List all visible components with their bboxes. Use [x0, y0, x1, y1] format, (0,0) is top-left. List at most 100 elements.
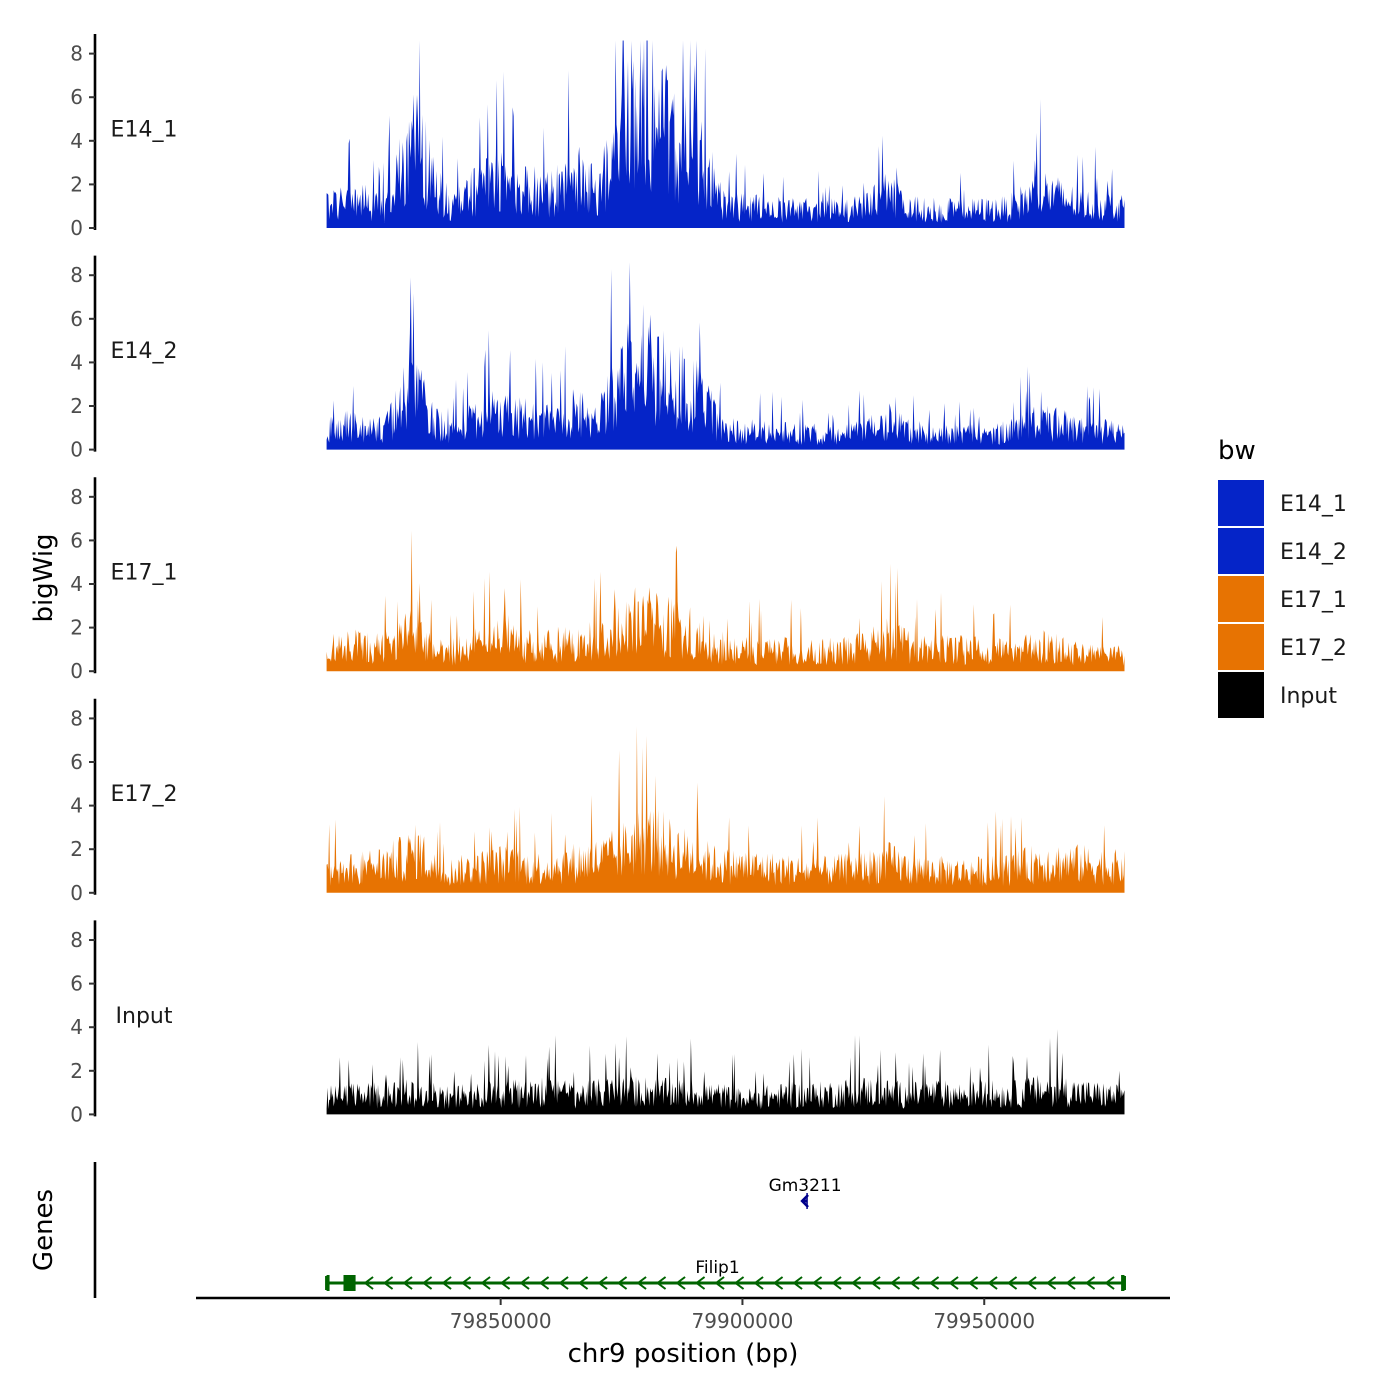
- y-tick-label: 6: [70, 307, 83, 331]
- y-tick-label: 2: [70, 1059, 83, 1083]
- strand-arrow: [889, 1276, 901, 1290]
- strand-arrow: [1104, 1276, 1115, 1290]
- strand-arrow: [421, 1276, 433, 1290]
- genes-axis-title: Genes: [29, 1189, 59, 1271]
- y-axis-title: bigWig: [29, 533, 59, 622]
- y-tick-label: 2: [70, 837, 83, 861]
- exon: [343, 1275, 356, 1291]
- strand-arrow: [616, 1276, 628, 1290]
- y-tick-label: 6: [70, 85, 83, 109]
- y-tick-label: 0: [70, 881, 83, 905]
- strand-arrow: [675, 1276, 686, 1290]
- track-label: E14_1: [111, 117, 178, 142]
- y-tick-label: 8: [70, 42, 83, 66]
- legend-label: E17_2: [1280, 636, 1347, 661]
- strand-arrow: [538, 1276, 550, 1290]
- strand-arrow: [460, 1276, 472, 1290]
- legend-swatch: [1218, 624, 1264, 670]
- y-tick-label: 8: [70, 706, 83, 730]
- strand-arrow: [480, 1276, 491, 1290]
- y-tick-label: 2: [70, 172, 83, 196]
- strand-arrow: [1045, 1276, 1057, 1290]
- strand-arrow: [753, 1276, 764, 1290]
- strand-arrow: [441, 1276, 452, 1290]
- gene-gm3211: Gm3211: [769, 1176, 842, 1209]
- strand-arrow: [948, 1276, 959, 1290]
- strand-arrow: [363, 1276, 374, 1290]
- track-panel-e17-1: 0 2 4 6 8 E17_1: [70, 477, 1125, 683]
- y-tick-label: 2: [70, 394, 83, 418]
- track-panel-input: 0 2 4 6 8 Input: [70, 920, 1125, 1126]
- y-tick-label: 8: [70, 263, 83, 287]
- strand-arrow: [558, 1276, 569, 1290]
- track-panel-e14-1: 0 2 4 6 8 E14_1: [70, 34, 1125, 240]
- track-label: Input: [116, 1004, 173, 1029]
- y-tick-label: 8: [70, 485, 83, 509]
- strand-arrow: [382, 1276, 394, 1290]
- y-tick-label: 4: [70, 572, 83, 596]
- legend-swatch: [1218, 480, 1264, 526]
- strand-arrow: [1065, 1276, 1076, 1290]
- strand-arrow: [1026, 1276, 1037, 1290]
- strand-arrow: [636, 1276, 647, 1290]
- strand-arrow: [811, 1276, 823, 1290]
- legend-label: Input: [1280, 684, 1337, 709]
- strand-arrow: [499, 1276, 511, 1290]
- track-label: E14_2: [111, 339, 178, 364]
- legend-label: E17_1: [1280, 588, 1347, 613]
- exon: [1121, 1275, 1125, 1291]
- strand-arrow: [772, 1276, 784, 1290]
- legend-item: Input: [1218, 672, 1337, 718]
- y-tick-label: 0: [70, 1102, 83, 1126]
- strand-arrow: [733, 1276, 745, 1290]
- track-panel-e14-2: 0 2 4 6 8 E14_2: [70, 255, 1125, 462]
- strand-arrow: [800, 1194, 809, 1208]
- strand-arrow: [967, 1276, 979, 1290]
- strand-arrow: [519, 1276, 530, 1290]
- strand-arrow: [597, 1276, 608, 1290]
- y-tick-label: 4: [70, 794, 83, 818]
- strand-arrow: [655, 1276, 667, 1290]
- strand-arrow: [714, 1276, 725, 1290]
- y-tick-label: 4: [70, 350, 83, 374]
- y-tick-label: 0: [70, 438, 83, 462]
- strand-arrow: [694, 1276, 706, 1290]
- track-panels: 0 2 4 6 8 E14_1 0 2 4 6 8 E14_2 0 2 4 6 8 E17_1 0 2 4 6 8 E17_2…: [70, 34, 1125, 1126]
- y-tick-label: 4: [70, 129, 83, 153]
- y-tick-label: 6: [70, 750, 83, 774]
- x-tick-label: 79850000: [450, 1309, 552, 1333]
- y-tick-label: 6: [70, 972, 83, 996]
- gene-filip1: Filip1: [325, 1258, 1126, 1291]
- legend-label: E14_1: [1280, 492, 1347, 517]
- legend-swatch: [1218, 528, 1264, 574]
- legend-swatch: [1218, 576, 1264, 622]
- x-tick-label: 79950000: [933, 1309, 1035, 1333]
- coverage-area: [326, 262, 1125, 450]
- strand-arrow: [1084, 1276, 1096, 1290]
- gene-label: Gm3211: [769, 1176, 842, 1196]
- x-axis: 79850000 79900000 79950000: [196, 1296, 1170, 1333]
- y-tick-label: 4: [70, 1015, 83, 1039]
- legend-label: E14_2: [1280, 540, 1347, 565]
- strand-arrow: [402, 1276, 413, 1290]
- coverage-area: [326, 726, 1125, 893]
- y-tick-label: 0: [70, 216, 83, 240]
- legend-item: E17_2: [1218, 624, 1347, 670]
- coverage-area: [326, 40, 1125, 228]
- strand-arrow: [987, 1276, 998, 1290]
- track-label: E17_2: [111, 782, 178, 807]
- strand-arrow: [928, 1276, 940, 1290]
- strand-arrow: [870, 1276, 881, 1290]
- coverage-area: [326, 530, 1125, 672]
- track-label: E17_1: [111, 561, 178, 586]
- strand-arrow: [1006, 1276, 1018, 1290]
- gene-label: Filip1: [695, 1258, 739, 1278]
- legend-title: bw: [1218, 436, 1256, 466]
- strand-arrow: [831, 1276, 842, 1290]
- y-tick-label: 0: [70, 659, 83, 683]
- x-tick-label: 79900000: [692, 1309, 794, 1333]
- legend-item: E14_1: [1218, 480, 1347, 526]
- legend-item: E17_1: [1218, 576, 1347, 622]
- gene-track: Filip1 Gm3211: [93, 1162, 1126, 1298]
